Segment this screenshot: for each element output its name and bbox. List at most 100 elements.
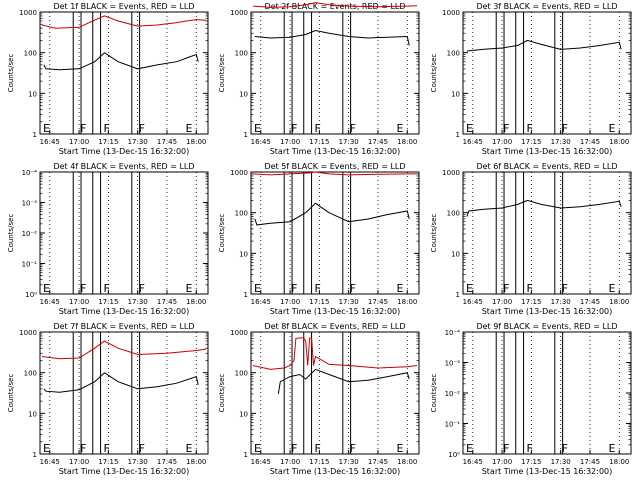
x-tick-label: 17:00 [492, 138, 512, 146]
flag-marker: F [350, 442, 356, 455]
x-tick-label: 17:15 [521, 298, 541, 306]
plot-frame [39, 11, 209, 135]
flag-marker: F [291, 122, 297, 135]
flag-marker: E [466, 442, 473, 455]
flag-marker: F [315, 442, 321, 455]
x-tick-label: 17:00 [69, 298, 89, 306]
x-tick-label: 17:45 [157, 298, 177, 306]
x-tick-label: 17:30 [128, 138, 148, 146]
x-tick-label: 17:00 [280, 138, 300, 146]
chart-det-4: Det 4f BLACK = Events, RED = LLD 10⁰ 10⁻¹ 1… [7, 162, 209, 316]
flag-marker: E [397, 122, 404, 135]
y-tick-label: 1 [244, 451, 248, 459]
flag-marker: F [503, 282, 509, 295]
flag-marker: E [609, 442, 616, 455]
x-tick-label: 17:15 [309, 458, 329, 466]
flag-marker: F [315, 282, 321, 295]
chart-det-3: Det 3f BLACK = Events, RED = LLD 1 10 100 10… [430, 2, 632, 156]
x-axis-label: Start Time (13-Dec-15 16:32:00) [59, 467, 190, 476]
x-tick-label: 16:45 [251, 298, 271, 306]
y-tick-label: 100 [235, 210, 248, 218]
y-axis-label: Counts/sec [430, 54, 438, 93]
x-tick-label: 17:30 [551, 298, 571, 306]
flag-marker: E [254, 282, 261, 295]
chart-det-2: Det 2f BLACK = Events, RED = LLD 1 10 100 10… [218, 2, 420, 156]
x-tick-label: 16:45 [40, 138, 60, 146]
x-tick-label: 18:00 [186, 138, 206, 146]
y-tick-label: 1000 [230, 169, 248, 177]
flag-marker: E [609, 122, 616, 135]
flag-marker: F [315, 122, 321, 135]
x-tick-label: 17:30 [339, 138, 359, 146]
x-tick-label: 17:30 [128, 298, 148, 306]
x-tick-label: 18:00 [186, 298, 206, 306]
y-tick-label: 1000 [442, 169, 460, 177]
flag-marker: F [562, 122, 568, 135]
chart-det-7: Det 7f BLACK = Events, RED = LLD 1 10 100 10… [7, 322, 209, 476]
y-axis-label: Counts/sec [7, 214, 15, 253]
y-tick-label: 100 [235, 50, 248, 58]
y-tick-label: 100 [24, 370, 37, 378]
flag-marker: F [527, 122, 533, 135]
chart-title: Det 2f BLACK = Events, RED = LLD [264, 2, 405, 11]
y-tick-label: 10 [239, 90, 248, 98]
y-tick-label: 100 [447, 210, 460, 218]
y-tick-label: 100 [447, 50, 460, 58]
y-axis-label: Counts/sec [218, 214, 226, 253]
x-axis-label: Start Time (13-Dec-15 16:32:00) [270, 147, 401, 156]
flag-marker: F [139, 282, 145, 295]
flag-marker: F [350, 122, 356, 135]
x-tick-label: 17:00 [280, 458, 300, 466]
x-tick-label: 16:45 [40, 298, 60, 306]
y-tick-label: 10⁻¹ [445, 421, 461, 429]
y-tick-label: 1 [33, 451, 37, 459]
lld-series-line [41, 15, 207, 29]
x-tick-label: 17:00 [492, 298, 512, 306]
events-series-line [43, 372, 199, 393]
y-tick-label: 1 [244, 131, 248, 139]
flag-marker: E [186, 122, 193, 135]
chart-det-1: Det 1f BLACK = Events, RED = LLD 1 10 100 10… [7, 2, 209, 156]
events-series-line [254, 29, 410, 46]
flag-marker: E [254, 442, 261, 455]
y-tick-label: 10⁻² [22, 230, 38, 238]
flag-marker: F [527, 282, 533, 295]
x-tick-label: 16:45 [40, 458, 60, 466]
flag-marker: E [609, 282, 616, 295]
chart-title: Det 4f BLACK = Events, RED = LLD [53, 162, 194, 171]
x-tick-label: 17:15 [521, 138, 541, 146]
x-axis-label: Start Time (13-Dec-15 16:32:00) [482, 147, 613, 156]
y-tick-label: 10⁰ [25, 291, 37, 299]
chart-title: Det 6f BLACK = Events, RED = LLD [476, 162, 617, 171]
x-tick-label: 18:00 [609, 458, 629, 466]
flag-marker: F [562, 282, 568, 295]
flag-marker: F [139, 122, 145, 135]
flag-marker: E [43, 442, 50, 455]
y-tick-label: 10 [239, 250, 248, 258]
flag-marker: F [527, 442, 533, 455]
lld-series-line [252, 171, 417, 176]
y-tick-label: 10⁻³ [445, 360, 461, 368]
y-tick-label: 1000 [230, 329, 248, 337]
x-tick-label: 18:00 [609, 298, 629, 306]
y-tick-label: 10 [239, 410, 248, 418]
x-tick-label: 16:45 [463, 298, 483, 306]
x-tick-label: 17:15 [98, 458, 118, 466]
plot-frame [250, 11, 420, 135]
x-axis-label: Start Time (13-Dec-15 16:32:00) [482, 467, 613, 476]
flag-marker: E [43, 282, 50, 295]
y-tick-label: 10 [28, 410, 37, 418]
x-tick-label: 17:45 [580, 298, 600, 306]
flag-marker: F [104, 282, 110, 295]
chart-title: Det 3f BLACK = Events, RED = LLD [476, 2, 617, 11]
chart-title: Det 8f BLACK = Events, RED = LLD [264, 322, 405, 331]
x-tick-label: 17:45 [580, 458, 600, 466]
x-axis-label: Start Time (13-Dec-15 16:32:00) [270, 307, 401, 316]
chart-det-5: Det 5f BLACK = Events, RED = LLD 1 10 100 10… [218, 162, 420, 316]
lld-series-line [252, 337, 418, 370]
flag-marker: F [503, 122, 509, 135]
x-axis-label: Start Time (13-Dec-15 16:32:00) [482, 307, 613, 316]
flag-marker: F [80, 122, 86, 135]
y-tick-label: 10⁰ [448, 451, 460, 459]
y-tick-label: 1000 [19, 9, 37, 17]
